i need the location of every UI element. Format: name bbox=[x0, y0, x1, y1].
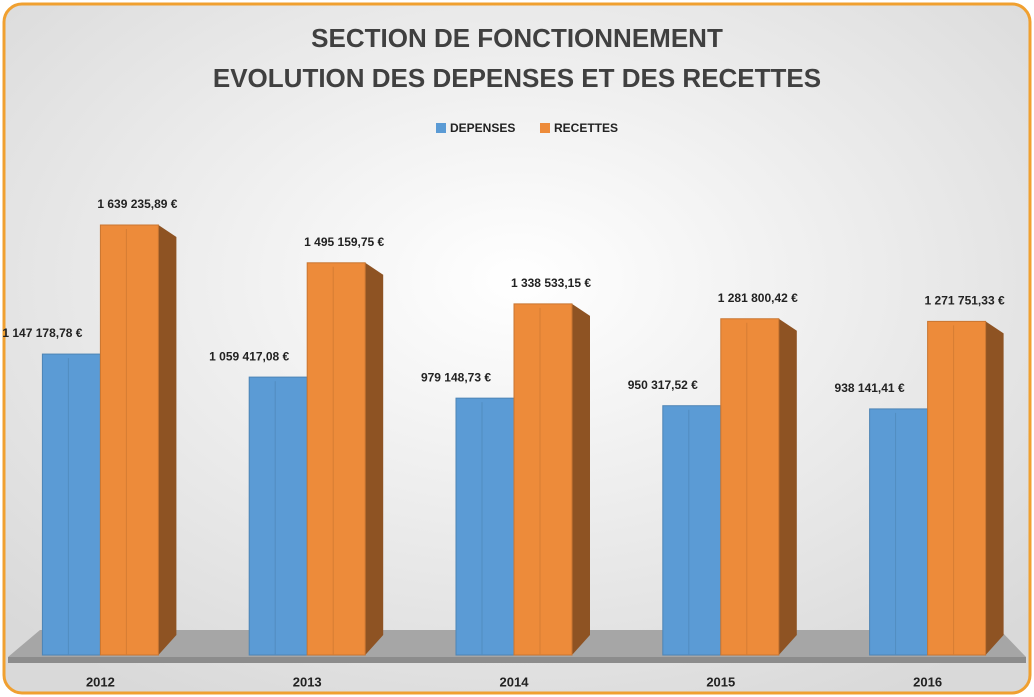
bar bbox=[927, 320, 987, 656]
data-label: 1 338 533,15 € bbox=[511, 276, 591, 290]
bar bbox=[455, 397, 515, 656]
bar bbox=[41, 353, 101, 656]
bar-side bbox=[365, 262, 384, 655]
x-tick-label: 2015 bbox=[706, 674, 735, 689]
bar bbox=[99, 224, 159, 656]
bar-side bbox=[778, 318, 797, 655]
data-label: 1 495 159,75 € bbox=[304, 235, 384, 249]
legend-swatch bbox=[540, 123, 550, 133]
bar bbox=[513, 303, 573, 656]
data-label: 1 281 800,42 € bbox=[718, 291, 798, 305]
bar bbox=[248, 376, 308, 656]
data-label: 979 148,73 € bbox=[421, 370, 491, 384]
data-label: 1 271 751,33 € bbox=[925, 294, 1005, 308]
bar bbox=[306, 262, 366, 656]
bar bbox=[662, 405, 722, 656]
chart-title: SECTION DE FONCTIONNEMENT bbox=[311, 23, 723, 53]
data-label: 938 141,41 € bbox=[835, 381, 905, 395]
bar-side bbox=[572, 303, 590, 655]
legend-label: DEPENSES bbox=[450, 121, 515, 135]
data-label: 1 147 178,78 € bbox=[2, 326, 82, 340]
bar-side bbox=[158, 225, 177, 655]
floor-edge bbox=[8, 657, 1026, 663]
x-tick-label: 2013 bbox=[293, 674, 322, 689]
legend-label: RECETTES bbox=[554, 121, 618, 135]
legend-swatch bbox=[436, 123, 446, 133]
x-tick-label: 2016 bbox=[913, 674, 942, 689]
data-label: 1 059 417,08 € bbox=[209, 349, 289, 363]
bar bbox=[869, 408, 929, 656]
x-tick-label: 2012 bbox=[86, 674, 115, 689]
chart-subtitle: EVOLUTION DES DEPENSES ET DES RECETTES bbox=[213, 63, 821, 93]
bar-side bbox=[985, 321, 1004, 655]
data-label: 950 317,52 € bbox=[628, 378, 698, 392]
x-tick-label: 2014 bbox=[500, 674, 530, 689]
bar bbox=[720, 318, 780, 656]
data-label: 1 639 235,89 € bbox=[97, 197, 177, 211]
